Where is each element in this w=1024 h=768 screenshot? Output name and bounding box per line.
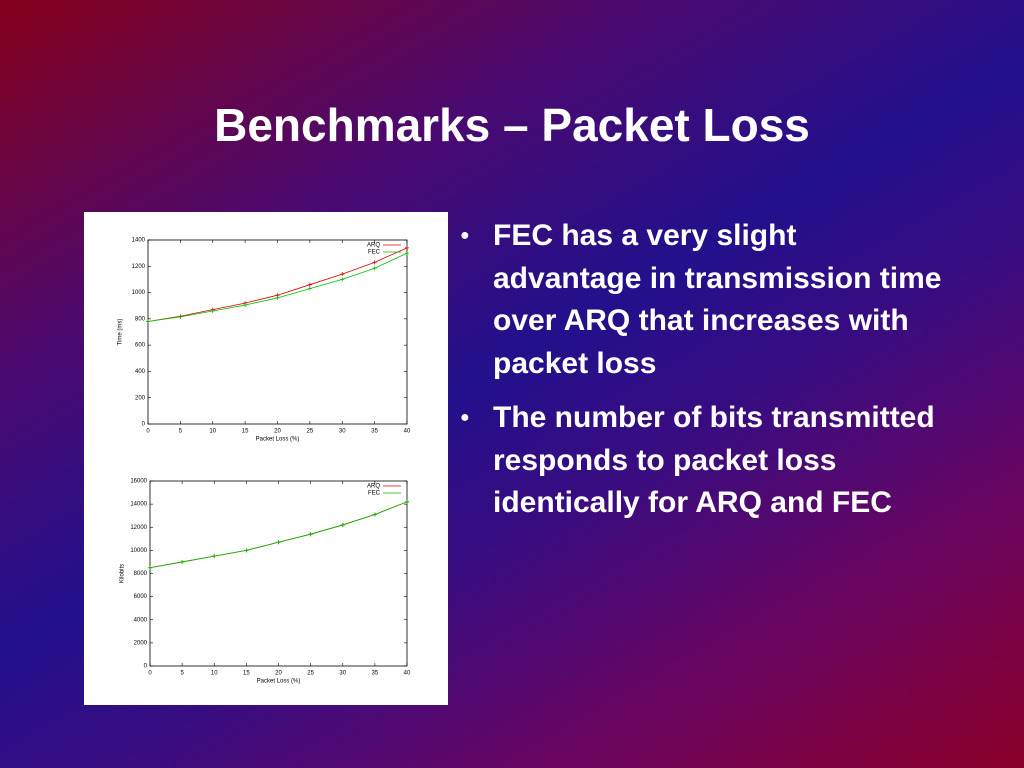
bullet-text: FEC has a very slight advantage in trans… — [493, 219, 942, 380]
y-tick-label: 4000 — [134, 617, 148, 623]
point — [340, 272, 345, 277]
x-axis-label: Packet Loss (%) — [257, 679, 301, 685]
x-tick-label: 25 — [307, 671, 314, 677]
x-tick-label: 25 — [307, 429, 314, 435]
point — [372, 260, 377, 265]
bullet-text: The number of bits transmitted responds … — [493, 401, 935, 519]
legend-label: ARQ — [367, 243, 380, 249]
y-tick-label: 600 — [135, 343, 146, 349]
point — [340, 522, 345, 527]
y-tick-label: 1400 — [132, 238, 146, 244]
y-tick-label: 12000 — [130, 525, 147, 531]
point — [372, 266, 377, 271]
y-tick-label: 6000 — [134, 594, 148, 600]
point — [372, 512, 377, 517]
point — [178, 314, 183, 319]
point — [243, 303, 248, 308]
y-axis-label: Time (ms) — [118, 319, 124, 346]
plot-frame — [149, 480, 408, 667]
y-axis-label: Kilobits — [120, 564, 126, 583]
slide-title: Benchmarks – Packet Loss — [214, 99, 810, 151]
point — [275, 295, 280, 300]
x-tick-label: 30 — [339, 671, 346, 677]
y-tick-label: 14000 — [130, 502, 147, 508]
y-tick-label: 16000 — [130, 479, 147, 485]
x-tick-label: 35 — [371, 429, 378, 435]
x-tick-label: 5 — [180, 671, 184, 677]
series-line — [149, 501, 408, 569]
point — [307, 286, 312, 291]
series-line — [149, 501, 408, 569]
point — [405, 499, 409, 504]
x-tick-label: 15 — [242, 429, 249, 435]
x-tick-label: 0 — [146, 429, 150, 435]
legend-label: FEC — [368, 491, 381, 497]
y-tick-label: 1000 — [132, 290, 146, 296]
point — [340, 277, 345, 282]
point — [276, 540, 281, 545]
point — [308, 532, 313, 537]
legend-label: FEC — [368, 250, 381, 256]
point — [146, 319, 150, 324]
y-tick-label: 10000 — [130, 548, 147, 554]
point — [307, 282, 312, 287]
y-tick-label: 8000 — [134, 571, 148, 577]
y-tick-label: 800 — [135, 316, 146, 322]
bullet: ● FEC has a very slight advantage in tran… — [460, 219, 942, 380]
x-tick-label: 10 — [211, 671, 218, 677]
legend-label: ARQ — [367, 484, 380, 490]
x-tick-label: 30 — [339, 429, 346, 435]
point — [148, 565, 152, 570]
point — [210, 308, 215, 313]
x-tick-label: 10 — [209, 429, 216, 435]
x-tick-label: 5 — [179, 429, 183, 435]
y-tick-label: 0 — [144, 664, 148, 670]
x-tick-label: 15 — [243, 671, 250, 677]
point — [244, 548, 249, 553]
x-tick-label: 35 — [372, 671, 379, 677]
point — [405, 245, 409, 250]
y-tick-label: 0 — [142, 422, 146, 428]
series-line — [147, 247, 408, 322]
point — [212, 554, 217, 559]
x-tick-label: 20 — [274, 429, 281, 435]
x-tick-label: 40 — [404, 429, 411, 435]
y-tick-label: 2000 — [134, 640, 148, 646]
y-tick-label: 200 — [135, 395, 146, 401]
y-tick-label: 400 — [135, 369, 146, 375]
bullet: ● The number of bits transmitted responds… — [460, 401, 935, 519]
plot-frame — [147, 239, 408, 425]
point — [180, 559, 185, 564]
series-line — [147, 252, 408, 322]
x-tick-label: 20 — [275, 671, 282, 677]
y-tick-label: 1200 — [132, 264, 146, 270]
x-tick-label: 40 — [404, 671, 411, 677]
x-axis-label: Packet Loss (%) — [256, 437, 300, 443]
bullet-list: ● FEC has a very slight advantage in tran… — [455, 215, 945, 537]
x-tick-label: 0 — [148, 671, 152, 677]
point — [405, 251, 409, 256]
